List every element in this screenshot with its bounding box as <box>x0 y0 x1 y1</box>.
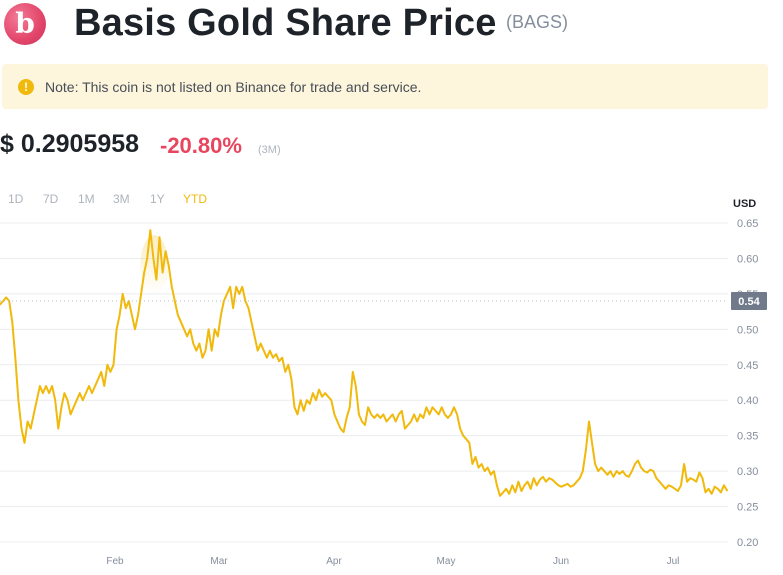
x-tick-label: Jun <box>553 556 569 567</box>
range-tab-1d[interactable]: 1D <box>8 192 24 206</box>
x-tick-label: Feb <box>106 556 124 567</box>
y-tick-label: 0.40 <box>737 395 758 407</box>
current-price: $ 0.2905958 <box>0 130 140 158</box>
x-tick-label: Apr <box>326 556 342 567</box>
range-tab-1y[interactable]: 1Y <box>150 192 165 206</box>
coin-symbol: (BAGS) <box>506 12 569 32</box>
exclamation-circle-icon: ! <box>18 79 34 95</box>
y-tick-label: 0.50 <box>737 324 758 336</box>
header: b Basis Gold Share Price (BAGS) <box>0 0 783 52</box>
coin-logo: b <box>4 3 46 45</box>
y-tick-label: 0.35 <box>737 431 758 443</box>
notice-banner: ! Note: This coin is not listed on Binan… <box>2 64 768 109</box>
y-tick-label: 0.30 <box>737 466 758 478</box>
price-change: -20.80% <box>160 133 242 158</box>
x-tick-label: Mar <box>210 556 228 567</box>
series-line <box>0 229 728 497</box>
current-price-badge <box>731 291 767 310</box>
range-tab-3m[interactable]: 3M <box>113 192 130 206</box>
x-tick-label: Jul <box>667 556 680 567</box>
page-title: Basis Gold Share Price <box>74 2 497 44</box>
coin-logo-letter: b <box>15 7 35 40</box>
change-period: (3M) <box>258 144 281 156</box>
range-tab-ytd[interactable]: YTD <box>183 192 207 206</box>
y-tick-label: 0.45 <box>737 360 758 372</box>
y-tick-label: 0.25 <box>737 502 758 514</box>
range-tab-7d[interactable]: 7D <box>43 192 59 206</box>
y-tick-label: 0.65 <box>737 218 758 230</box>
current-price-label: 0.54 <box>738 296 760 308</box>
x-tick-label: May <box>437 556 456 567</box>
price-chart[interactable]: 0.650.600.550.500.450.400.350.300.250.20… <box>0 190 783 575</box>
y-axis-label: USD <box>733 198 756 210</box>
y-tick-label: 0.20 <box>737 537 758 549</box>
notice-text: Note: This coin is not listed on Binance… <box>45 79 422 95</box>
y-tick-label: 0.60 <box>737 253 758 265</box>
range-tab-1m[interactable]: 1M <box>78 192 95 206</box>
